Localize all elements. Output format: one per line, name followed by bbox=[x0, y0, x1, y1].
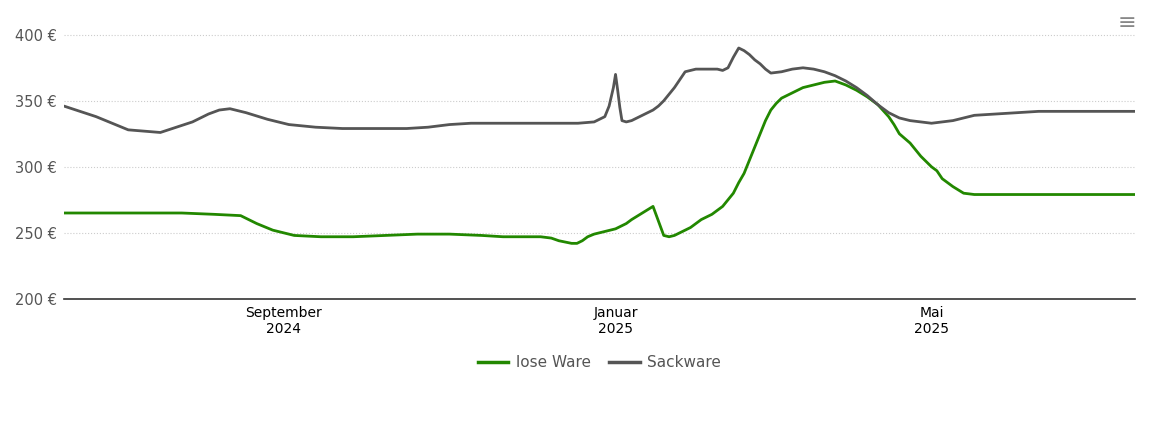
Text: ≡: ≡ bbox=[1118, 13, 1136, 33]
Legend: lose Ware, Sackware: lose Ware, Sackware bbox=[472, 349, 728, 376]
